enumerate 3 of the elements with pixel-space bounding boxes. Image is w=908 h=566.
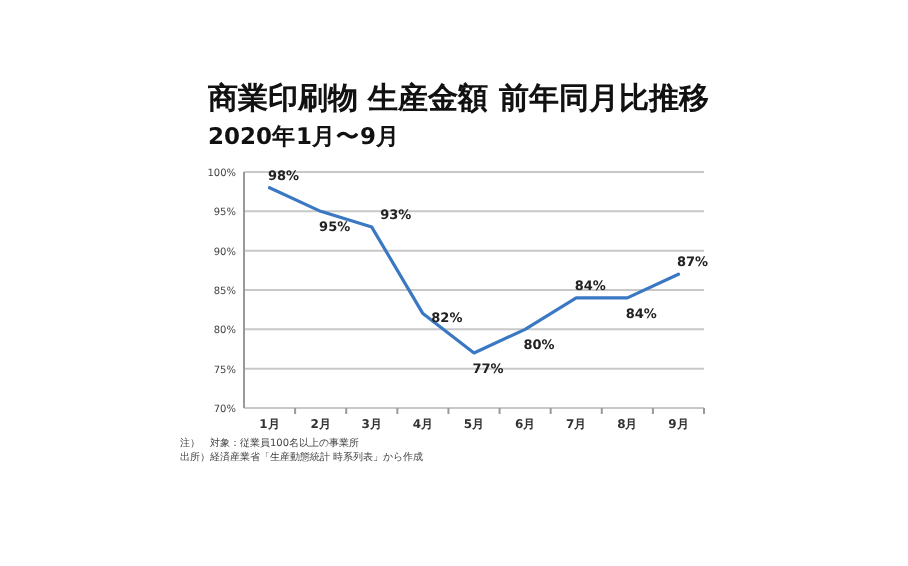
line-series xyxy=(267,186,681,355)
chart-subtitle: 2020年1月〜9月 xyxy=(208,122,401,150)
chart-title: 商業印刷物 生産金額 前年同月比推移 xyxy=(206,80,709,116)
